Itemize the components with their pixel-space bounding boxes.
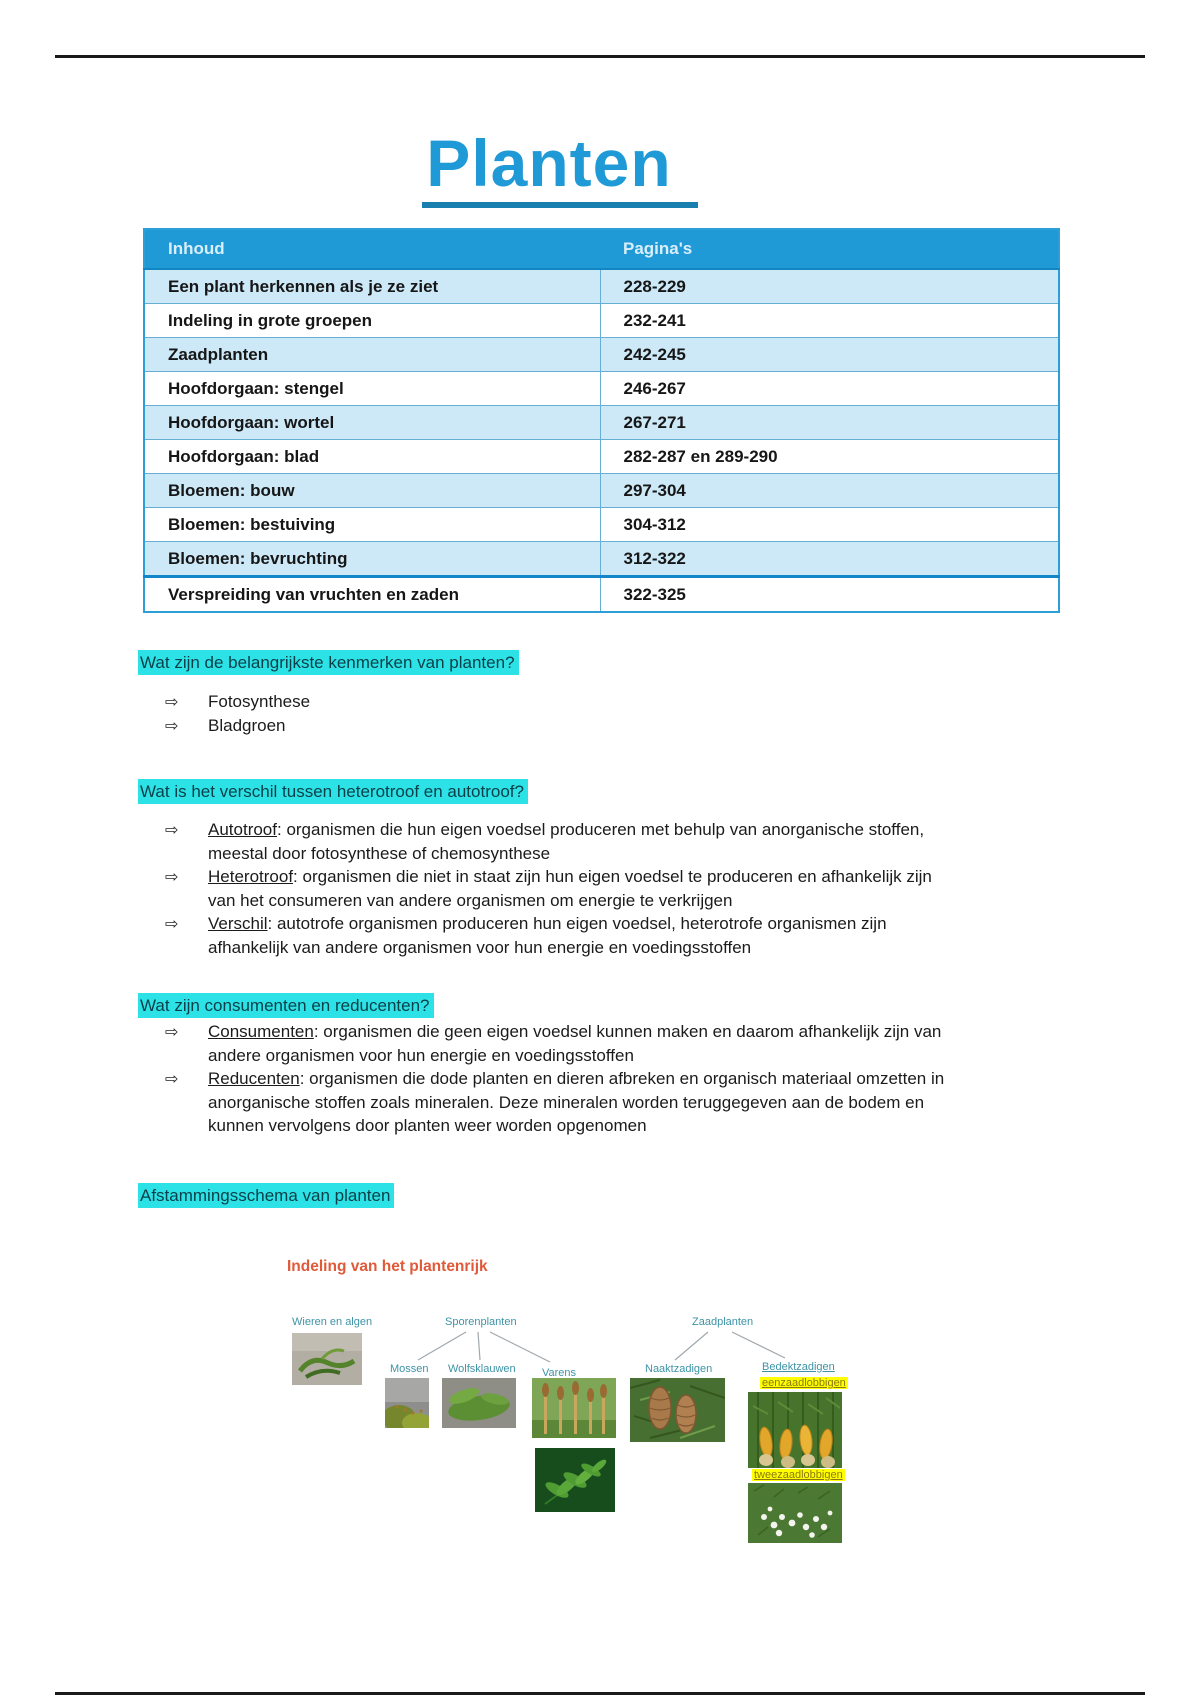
bullet-term: Reducenten xyxy=(208,1069,300,1088)
bullet-item: ⇨ Bladgroen xyxy=(138,714,960,738)
arrow-bullet-icon: ⇨ xyxy=(165,820,179,839)
qa-section: Wat zijn de belangrijkste kenmerken van … xyxy=(138,650,998,737)
bullet-text: : organismen die geen eigen voedsel kunn… xyxy=(208,1022,942,1065)
diagram-label-sporenplanten: Sporenplanten xyxy=(445,1316,517,1328)
section-heading: Wat zijn consumenten en reducenten? xyxy=(138,993,434,1018)
table-header-row: Inhoud Pagina's xyxy=(144,229,1059,270)
table-row: Hoofdorgaan: wortel 267-271 xyxy=(144,405,1059,440)
table-row: Indeling in grote groepen 232-241 xyxy=(144,303,1059,338)
toc-topic-cell: Bloemen: bestuiving xyxy=(144,507,601,542)
toc-pages-cell: 312-322 xyxy=(600,541,1059,578)
tweezaadlobbigen-daisies-image xyxy=(748,1483,842,1543)
qa-section: Wat zijn consumenten en reducenten? ⇨ Cons… xyxy=(138,993,998,1138)
toc-pages-cell: 232-241 xyxy=(600,303,1059,338)
top-horizontal-rule xyxy=(55,55,1145,58)
toc-topic-cell: Bloemen: bouw xyxy=(144,473,601,508)
bullet-term: Verschil xyxy=(208,914,268,933)
bullet-term: Autotroof xyxy=(208,820,277,839)
toc-topic-cell: Zaadplanten xyxy=(144,337,601,372)
bullet-term: Heterotroof xyxy=(208,867,294,886)
toc-topic-cell: Hoofdorgaan: blad xyxy=(144,439,601,474)
bullet-text: : organismen die niet in staat zijn hun … xyxy=(208,867,932,910)
bullet-item: ⇨ Fotosynthese xyxy=(138,690,960,714)
table-row: Verspreiding van vruchten en zaden 322-32… xyxy=(144,576,1059,612)
bullet-term: Consumenten xyxy=(208,1022,314,1041)
eenzaadlobbigen-corn-image xyxy=(748,1392,842,1468)
section-heading: Wat zijn de belangrijkste kenmerken van … xyxy=(138,650,519,675)
table-row: Bloemen: bestuiving 304-312 xyxy=(144,507,1059,542)
diagram-label-varens: Varens xyxy=(542,1367,577,1379)
table-row: Hoofdorgaan: stengel 246-267 xyxy=(144,371,1059,406)
table-of-contents: Inhoud Pagina's Een plant herkennen als … xyxy=(143,228,1060,613)
diagram-label-bedektzadigen: Bedektzadigen xyxy=(762,1361,835,1373)
arrow-bullet-icon: ⇨ xyxy=(165,692,179,711)
toc-topic-cell: Hoofdorgaan: wortel xyxy=(144,405,601,440)
arrow-bullet-icon: ⇨ xyxy=(165,914,179,933)
diagram-label-mossen: Mossen xyxy=(390,1363,429,1375)
qa-section: Afstammingsschema van planten xyxy=(138,1183,998,1208)
varens-fern-image xyxy=(535,1448,615,1512)
toc-pages-cell: 297-304 xyxy=(600,473,1059,508)
qa-section: Wat is het verschil tussen heterotroof e… xyxy=(138,779,998,959)
toc-header-paginas: Pagina's xyxy=(600,229,1059,270)
mossen-image xyxy=(385,1378,429,1428)
toc-topic-cell: Bloemen: bevruchting xyxy=(144,541,601,578)
toc-header-inhoud: Inhoud xyxy=(144,229,600,270)
table-row: Bloemen: bouw 297-304 xyxy=(144,473,1059,508)
bullet-item: ⇨ Consumenten: organismen die geen eigen … xyxy=(138,1020,960,1067)
toc-pages-cell: 242-245 xyxy=(600,337,1059,372)
toc-pages-cell: 304-312 xyxy=(600,507,1059,542)
bullet-list: ⇨ Fotosynthese ⇨ Bladgroen xyxy=(138,690,998,737)
title-container: Planten xyxy=(0,126,1120,208)
arrow-bullet-icon: ⇨ xyxy=(165,1022,179,1041)
table-row: Bloemen: bevruchting 312-322 xyxy=(144,541,1059,578)
page-title: Planten xyxy=(422,126,698,208)
bottom-horizontal-rule xyxy=(55,1692,1145,1695)
table-row: Hoofdorgaan: blad 282-287 en 289-290 xyxy=(144,439,1059,474)
section-heading: Wat is het verschil tussen heterotroof e… xyxy=(138,779,528,804)
diagram-label-eenzaadlobbigen: eenzaadlobbigen xyxy=(760,1377,848,1389)
diagram-label-zaadplanten: Zaadplanten xyxy=(692,1316,754,1328)
toc-topic-cell: Hoofdorgaan: stengel xyxy=(144,371,601,406)
toc-pages-cell: 282-287 en 289-290 xyxy=(600,439,1059,474)
bullet-item: ⇨ Heterotroof: organismen die niet in sta… xyxy=(138,865,960,912)
toc-pages-cell: 267-271 xyxy=(600,405,1059,440)
bullet-text: : autotrofe organismen produceren hun ei… xyxy=(208,914,887,957)
diagram-label-tweezaadlobbigen: tweezaadlobbigen xyxy=(752,1469,845,1481)
wolfsklauwen-image xyxy=(442,1378,516,1428)
bullet-item: ⇨ Verschil: autotrofe organismen producer… xyxy=(138,912,960,959)
wieren-en-algen-image xyxy=(292,1333,362,1385)
bullet-item: ⇨ Reducenten: organismen die dode planten… xyxy=(138,1067,960,1138)
table-row: Een plant herkennen als je ze ziet 228-22… xyxy=(144,268,1059,304)
bullet-text: Bladgroen xyxy=(208,715,286,735)
arrow-bullet-icon: ⇨ xyxy=(165,867,179,886)
diagram-label-wieren-en-algen: Wieren en algen xyxy=(292,1316,373,1328)
arrow-bullet-icon: ⇨ xyxy=(165,1069,179,1088)
bullet-item: ⇨ Autotroof: organismen die hun eigen voe… xyxy=(138,818,960,865)
diagram-label-wolfsklauwen: Wolfsklauwen xyxy=(448,1363,516,1375)
diagram-label-naaktzadigen: Naaktzadigen xyxy=(645,1363,713,1375)
toc-pages-cell: 246-267 xyxy=(600,371,1059,406)
toc-topic-cell: Een plant herkennen als je ze ziet xyxy=(144,268,601,304)
bullet-text: : organismen die hun eigen voedsel produ… xyxy=(208,820,925,863)
table-row: Zaadplanten 242-245 xyxy=(144,337,1059,372)
arrow-bullet-icon: ⇨ xyxy=(165,715,179,735)
bullet-text: Fotosynthese xyxy=(208,692,311,711)
bullet-text: : organismen die dode planten en dieren … xyxy=(208,1069,945,1135)
bullet-list: ⇨ Autotroof: organismen die hun eigen voe… xyxy=(138,818,998,959)
bullet-list: ⇨ Consumenten: organismen die geen eigen … xyxy=(138,1020,998,1138)
toc-topic-cell: Verspreiding van vruchten en zaden xyxy=(144,576,601,612)
diagram-title: Indeling van het plantenrijk xyxy=(287,1258,488,1275)
varens-horsetail-image xyxy=(532,1378,616,1438)
section-heading: Afstammingsschema van planten xyxy=(138,1183,395,1208)
toc-topic-cell: Indeling in grote groepen xyxy=(144,303,601,338)
diagram-connector-lines xyxy=(417,1331,786,1363)
plant-kingdom-diagram: Indeling van het plantenrijk Wieren en a… xyxy=(260,1250,860,1550)
naaktzadigen-image xyxy=(630,1378,725,1442)
toc-pages-cell: 322-325 xyxy=(600,576,1059,612)
toc-pages-cell: 228-229 xyxy=(600,268,1059,304)
